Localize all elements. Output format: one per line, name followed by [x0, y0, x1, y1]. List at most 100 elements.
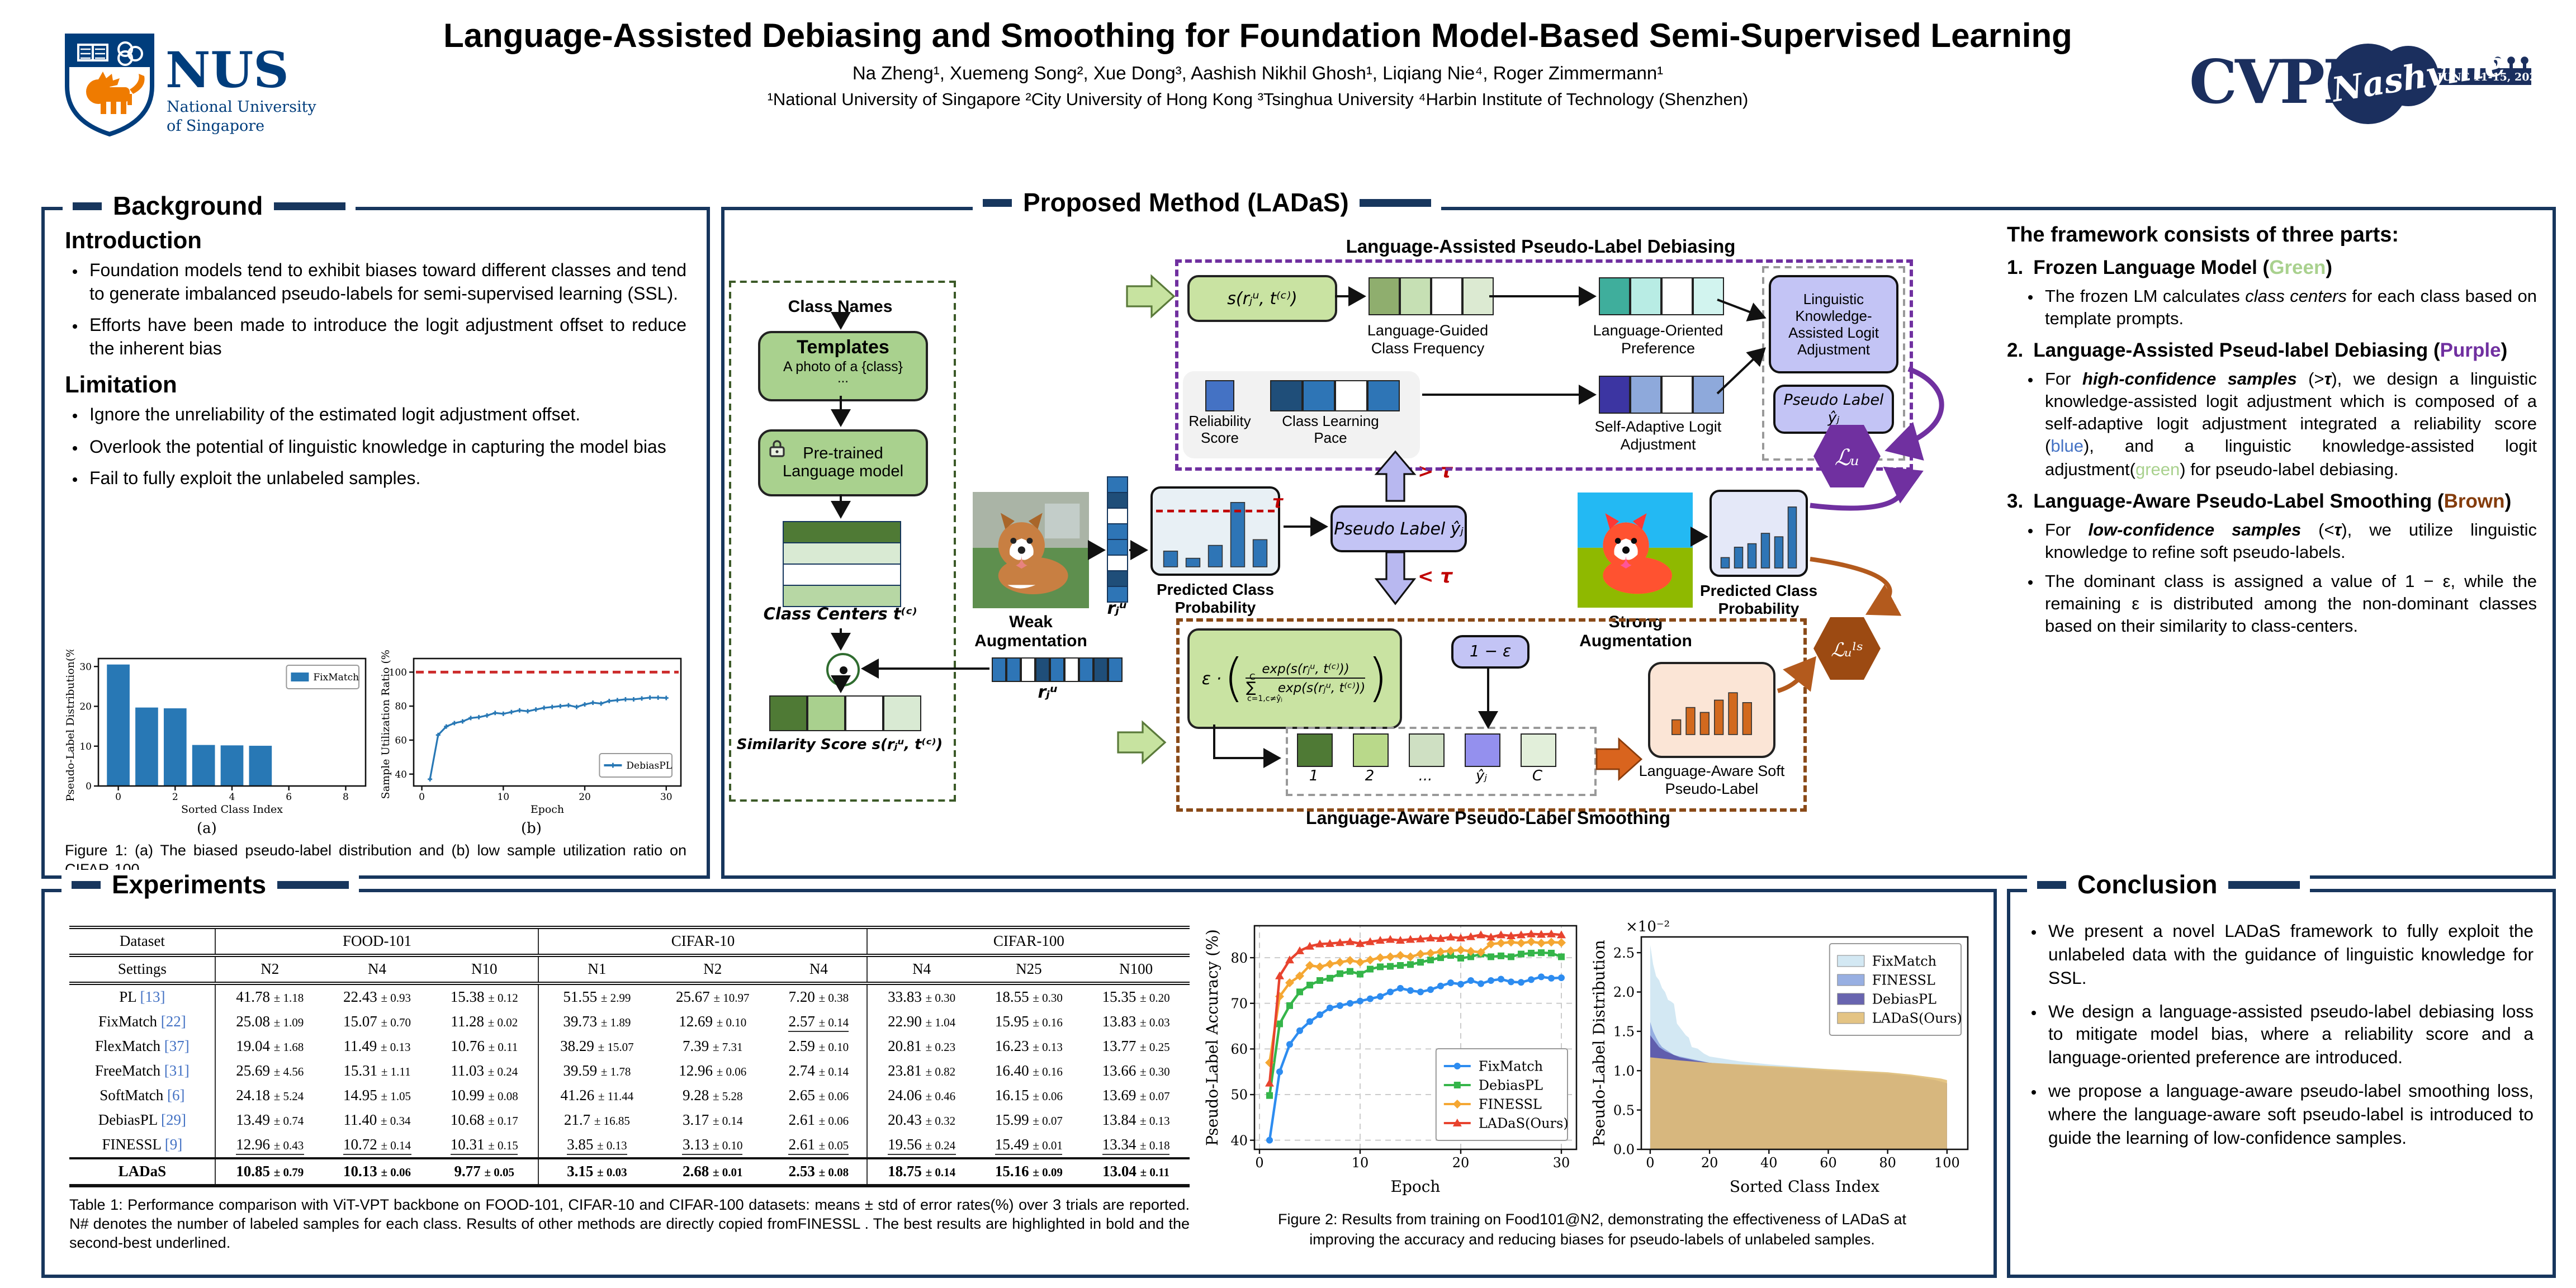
introduction-heading: Introduction	[65, 228, 202, 254]
soft-pseudo-label-caption: Language-Aware Soft Pseudo-Label	[1639, 763, 1785, 797]
table-row: FlexMatch [37] 19.04 ± 1.68 11.49 ± 0.13 10…	[69, 1034, 1190, 1059]
epsilon-prefix: ε ·	[1201, 669, 1222, 689]
reliability-label: Reliability Score	[1188, 413, 1251, 446]
table-cell: 13.77 ± 0.25	[1102, 1038, 1170, 1054]
vector-cell	[1205, 380, 1234, 411]
vector-cell	[1270, 380, 1303, 411]
table-cell: 13.83 ± 0.03	[1102, 1013, 1170, 1030]
list-item: Fail to fully exploit the unlabeled samp…	[89, 467, 686, 490]
rju-label-vertical: rⱼᵘ	[1107, 598, 1127, 618]
figure1-caption: Figure 1: (a) The biased pseudo-label di…	[65, 842, 686, 878]
table-caption: Table 1: Performance comparison with ViT…	[69, 1196, 1190, 1251]
table-cell: 15.07 ± 0.70	[343, 1013, 411, 1030]
framework-item-bullets: For high-confidence samples (>τ), we des…	[2007, 369, 2537, 481]
svg-text:DebiasPL: DebiasPL	[1872, 992, 1936, 1007]
list-item: Overlook the potential of linguistic kno…	[89, 435, 686, 459]
table-cell: 24.18 ± 5.24	[215, 1083, 324, 1108]
vector-cell	[1630, 277, 1661, 315]
one-minus-epsilon-box: 1 − ε	[1451, 635, 1530, 669]
svg-text:DebiasPL: DebiasPL	[626, 760, 672, 771]
svg-text:60: 60	[1230, 1041, 1248, 1057]
svg-text:60: 60	[1820, 1155, 1837, 1171]
feature-vector-horizontal	[992, 657, 1123, 682]
framework-item-bullets: For low-confidence samples (<τ), we util…	[2007, 519, 2537, 638]
table-setting-header: N4	[809, 960, 828, 977]
table-cell: 13.69 ± 0.07	[1102, 1087, 1170, 1104]
svg-text:2.0: 2.0	[1613, 984, 1635, 1000]
table-cell: 19.04 ± 1.68	[215, 1034, 324, 1059]
svg-text:National University: National University	[167, 98, 316, 116]
lm-label-1: Pre-trained	[803, 445, 883, 463]
table-cell: 51.55 ± 2.99	[538, 983, 655, 1010]
table-cell: 2.59 ± 0.10	[788, 1038, 849, 1054]
feature-vector-vertical	[1107, 476, 1128, 603]
list-item: For high-confidence samples (>τ), we des…	[2045, 369, 2537, 481]
svg-text:FixMatch: FixMatch	[1479, 1059, 1543, 1074]
table-cell: 41.26 ± 11.44	[538, 1083, 655, 1108]
vector-cell	[1093, 657, 1108, 682]
svg-text:20: 20	[1701, 1155, 1718, 1171]
vector-cell	[1107, 587, 1128, 603]
svg-text:0: 0	[419, 792, 425, 803]
rju-label-horizontal: rⱼᵘ	[1038, 682, 1058, 702]
svg-text:100: 100	[1934, 1155, 1960, 1171]
class-index-label: C	[1532, 768, 1543, 785]
table-cell: 22.43 ± 0.93	[343, 988, 411, 1005]
svg-text:LADaS(Ours): LADaS(Ours)	[1479, 1116, 1569, 1131]
figure2a-chart: 0 10 20 30 40 50 60 70 80 Epoch Pseudo-Label Accur…	[1203, 915, 1585, 1202]
table-group-header: CIFAR-100	[866, 927, 1190, 955]
list-item: we propose a language-aware pseudo-label…	[2048, 1081, 2534, 1151]
unsupervised-loss-hexagon: ℒᵤ	[1809, 418, 1885, 494]
class-centers-label: Class Centers t⁽ᶜ⁾	[763, 606, 917, 624]
weak-augmentation-label: Weak Augmentation	[974, 613, 1087, 651]
vector-cell	[807, 695, 845, 731]
svg-text:6: 6	[286, 792, 292, 803]
svg-text:of Singapore: of Singapore	[167, 117, 264, 135]
vector-cell	[783, 565, 901, 586]
list-item: The dominant class is assigned a value o…	[2045, 571, 2537, 639]
templates-box: Templates A photo of a {class} ...	[758, 331, 928, 401]
vector-cell	[1368, 277, 1400, 315]
experiments-section-title: Experiments	[61, 870, 359, 900]
svg-text:80: 80	[395, 701, 407, 712]
table-cell: 20.43 ± 0.32	[866, 1108, 976, 1133]
linguistic-adjustment-box: Linguistic Knowledge- Assisted Logit Adj…	[1769, 275, 1898, 373]
similarity-cells	[769, 695, 921, 731]
svg-text:FixMatch: FixMatch	[1872, 954, 1936, 969]
figure2b-chart: 0 20 40 60 80 100 0.0 0.5 1.0 1.5 2.0 2.5 Sorted Cla…	[1590, 915, 1977, 1202]
figure2-caption: Figure 2: Results from training on Food1…	[1277, 1211, 1906, 1248]
table-cell: 10.76 ± 0.11	[451, 1038, 518, 1054]
vector-cell	[845, 695, 883, 731]
table-cell: 2.61 ± 0.06	[788, 1111, 849, 1128]
list-item: Ignore the unreliability of the estimate…	[89, 404, 686, 428]
background-panel: Background Introduction Foundation model…	[41, 191, 710, 879]
svg-text:FixMatch: FixMatch	[313, 672, 359, 683]
vector-cell	[1661, 277, 1693, 315]
vector-cell	[1599, 277, 1630, 315]
table-cell: 38.29 ± 15.07	[538, 1034, 655, 1059]
table-cell: 14.95 ± 1.05	[343, 1087, 411, 1104]
vector-cell	[1064, 657, 1079, 682]
svg-text:20: 20	[79, 702, 92, 713]
svg-text:1.5: 1.5	[1613, 1024, 1635, 1040]
learning-pace-cells	[1270, 380, 1400, 411]
tau-threshold-label: τ	[1272, 492, 1284, 512]
svg-text:20: 20	[579, 792, 591, 803]
table-cell: 11.40 ± 0.34	[343, 1111, 411, 1128]
svg-text:Pseudo-Label Accuracy (%): Pseudo-Label Accuracy (%)	[1205, 929, 1221, 1146]
weak-augmented-image	[973, 492, 1089, 608]
class-index-cell	[1297, 733, 1333, 767]
vector-cell	[783, 521, 901, 543]
table-setting-header: N2	[215, 955, 324, 983]
svg-text:Sorted Class Index: Sorted Class Index	[181, 803, 283, 816]
table-cell: 2.61 ± 0.05	[770, 1133, 868, 1158]
vector-cell	[1107, 476, 1128, 493]
table-cell: 10.13 ± 0.06	[343, 1163, 411, 1180]
table-cell: 23.81 ± 0.82	[866, 1059, 976, 1083]
svg-text:4: 4	[229, 792, 235, 803]
vector-cell	[992, 657, 1006, 682]
table-cell: 2.68 ± 0.01	[682, 1163, 743, 1180]
table-cell: 25.69 ± 4.56	[215, 1059, 324, 1083]
class-index-cell	[1409, 733, 1445, 767]
class-index-group	[1286, 727, 1597, 796]
